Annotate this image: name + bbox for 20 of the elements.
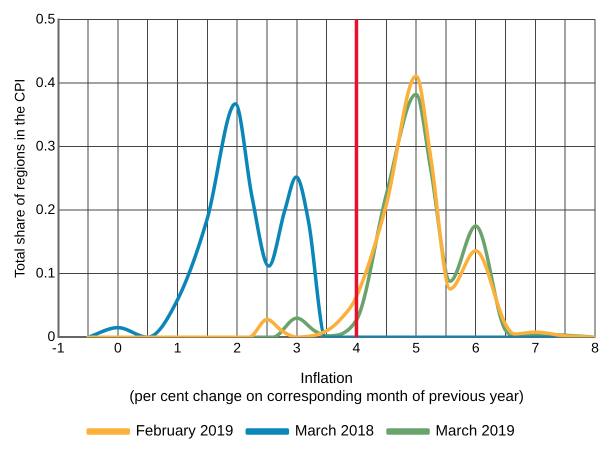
x-tick-label: 1 bbox=[174, 339, 182, 356]
x-tick-label: 7 bbox=[531, 339, 540, 356]
x-tick-label: 4 bbox=[352, 339, 361, 356]
y-axis-title: Total share of regions in the CPI bbox=[11, 78, 28, 278]
y-tick-label: 0.5 bbox=[36, 10, 56, 26]
legend-label: March 2019 bbox=[436, 422, 515, 440]
x-axis-title: Inflation (per cent change on corresponding month of previous year) bbox=[129, 370, 524, 406]
y-tick-label: 0 bbox=[47, 328, 56, 344]
x-tick-label: 0 bbox=[114, 339, 122, 356]
x-tick-label: 2 bbox=[233, 339, 242, 356]
x-tick-label: 8 bbox=[591, 339, 600, 356]
x-tick-label: 3 bbox=[292, 339, 301, 356]
x-tick-label: 5 bbox=[412, 339, 420, 356]
legend-label: February 2019 bbox=[136, 422, 234, 440]
y-tick-label: 0.2 bbox=[36, 200, 56, 217]
y-tick-label: 0.1 bbox=[36, 264, 56, 280]
legend-label: March 2018 bbox=[294, 422, 374, 440]
y-tick-label: 0.3 bbox=[36, 137, 56, 154]
x-tick-label: 6 bbox=[472, 339, 480, 356]
y-tick-label: 0.4 bbox=[36, 74, 56, 90]
